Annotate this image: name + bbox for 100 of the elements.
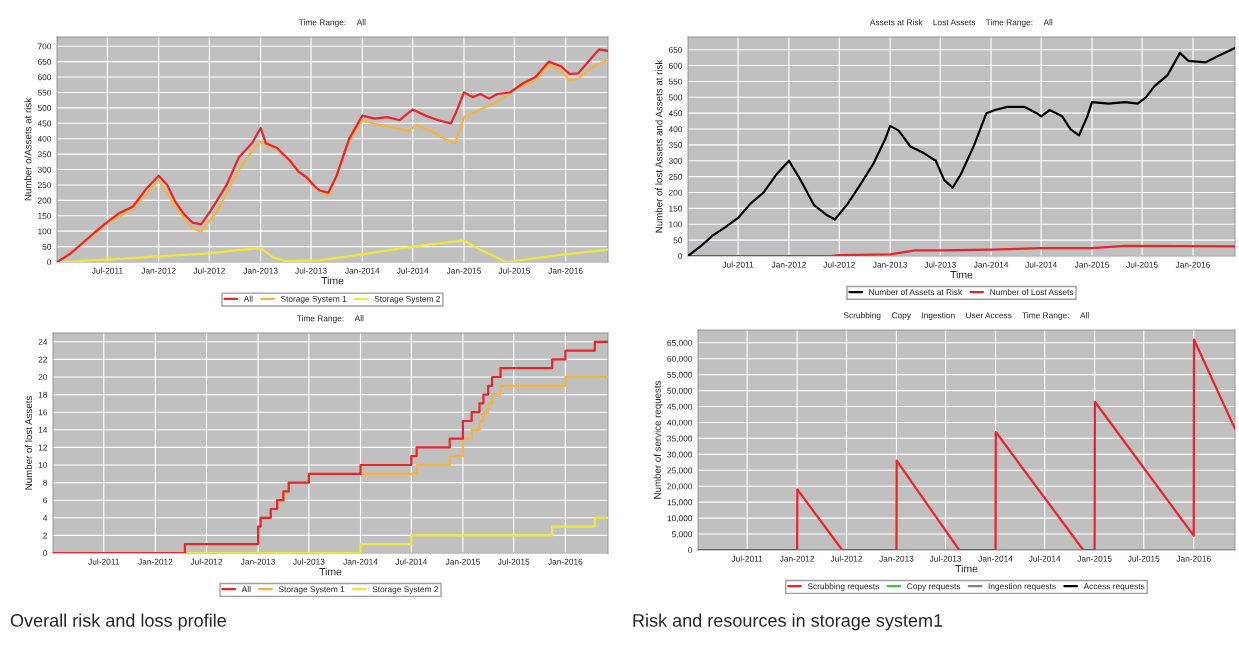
y-tick-label: 500 xyxy=(37,105,52,111)
legend-label: Storage System 1 xyxy=(280,295,347,304)
x-tick-label: Jan-2014 xyxy=(978,555,1013,562)
y-tick-label: 15,000 xyxy=(667,499,693,507)
y-tick-label: 200 xyxy=(668,189,683,196)
x-tick-label: Jan-2013 xyxy=(872,261,908,268)
y-tick-label: 30,000 xyxy=(667,451,693,459)
x-tick-label: Jul-2014 xyxy=(1028,555,1061,562)
y-tick-label: 600 xyxy=(37,74,52,81)
x-tick-label: Jul-2012 xyxy=(823,261,855,268)
x-tick-label: Jul-2012 xyxy=(190,558,223,565)
y-tick-label: 100 xyxy=(38,228,52,235)
y-axis-title: Number o/Assets at risk xyxy=(24,97,32,201)
y-tick-label: 22 xyxy=(38,356,48,363)
x-axis-title: Time xyxy=(955,564,978,573)
x-tick-label: Jul-2013 xyxy=(293,558,325,565)
text: Ingestion xyxy=(922,312,955,320)
x-tick-label: Jul-2011 xyxy=(731,555,763,562)
x-tick-label: Jan-2012 xyxy=(141,267,176,274)
text: Time Range: xyxy=(298,19,346,27)
y-tick-label: 100 xyxy=(669,221,683,228)
y-tick-label: 18 xyxy=(38,391,48,398)
x-tick-label: Jan-2015 xyxy=(1077,555,1112,562)
text: All xyxy=(354,315,364,322)
text: Lost Assets xyxy=(933,19,976,26)
y-tick-label: 300 xyxy=(37,166,52,173)
x-tick-label: Jul-2012 xyxy=(830,555,863,562)
legend-label: All xyxy=(243,295,253,302)
x-tick-label: Jan-2016 xyxy=(548,267,583,274)
y-tick-label: 12 xyxy=(38,444,48,451)
text: Time Range: xyxy=(1022,312,1069,320)
y-tick-label: 25,000 xyxy=(667,467,693,475)
y-tick-label: 600 xyxy=(668,62,683,69)
y-tick-label: 4 xyxy=(43,515,48,521)
text: Scrubbing xyxy=(843,312,881,320)
legend-label: Number of Lost Assets xyxy=(990,288,1074,296)
y-tick-label: 6 xyxy=(43,497,48,504)
y-tick-label: 0 xyxy=(688,547,693,554)
y-axis-title: Number of lost Assets xyxy=(24,396,33,490)
y-tick-label: 650 xyxy=(668,46,683,53)
y-tick-label: 8 xyxy=(43,479,48,486)
legend-label: Scrubbing requests xyxy=(807,583,879,591)
legend-label: Storage System 2 xyxy=(372,586,439,594)
y-tick-label: 2 xyxy=(43,532,48,539)
legend-label: Storage System 1 xyxy=(278,586,345,594)
x-tick-label: Jul-2013 xyxy=(924,261,956,268)
y-tick-label: 35,000 xyxy=(667,435,693,443)
x-tick-label: Jan-2012 xyxy=(771,261,806,268)
legend-label: Storage System 2 xyxy=(374,295,441,304)
x-axis-title: Time xyxy=(321,276,344,285)
y-tick-label: 200 xyxy=(37,197,52,204)
y-tick-label: 24 xyxy=(38,339,48,345)
x-tick-label: Jan-2012 xyxy=(138,558,173,565)
x-tick-label: Jan-2015 xyxy=(446,267,482,274)
text: Risk and resources in storage system1 xyxy=(633,613,943,631)
y-tick-label: 5,000 xyxy=(671,531,693,539)
y-tick-label: 500 xyxy=(668,94,683,101)
x-tick-label: Jul-2015 xyxy=(1126,261,1158,268)
x-tick-label: Jul-2013 xyxy=(929,555,962,562)
y-tick-label: 400 xyxy=(668,126,683,133)
y-tick-label: 10,000 xyxy=(667,515,693,523)
x-tick-label: Jan-2012 xyxy=(779,555,815,562)
text: All xyxy=(1079,312,1089,319)
x-tick-label: Jan-2013 xyxy=(243,267,278,274)
x-tick-label: Jan-2016 xyxy=(1175,261,1210,268)
y-tick-label: 250 xyxy=(668,173,683,180)
y-axis-title: Number of lost Assets and Assets at risk xyxy=(655,59,663,233)
y-tick-label: 50 xyxy=(673,237,683,244)
legend-label: Ingestion requests xyxy=(988,583,1056,591)
x-tick-label: Jan-2014 xyxy=(345,267,380,274)
x-tick-label: Jan-2014 xyxy=(343,558,378,565)
y-tick-label: 0 xyxy=(43,550,48,557)
y-tick-label: 20 xyxy=(38,374,48,381)
y-tick-label: 55,000 xyxy=(667,371,693,379)
y-tick-label: 45,000 xyxy=(667,403,693,411)
y-tick-label: 20,000 xyxy=(667,483,693,491)
y-tick-label: 300 xyxy=(668,157,683,164)
x-tick-label: Jul-2011 xyxy=(91,267,123,274)
x-tick-label: Jan-2013 xyxy=(879,555,914,562)
text: Assets at Risk xyxy=(869,19,923,26)
y-tick-label: 450 xyxy=(37,120,52,127)
x-tick-label: Jul-2015 xyxy=(498,267,531,274)
x-tick-label: Jan-2014 xyxy=(973,261,1009,268)
x-tick-label: Jul-2014 xyxy=(395,558,428,565)
y-tick-label: 14 xyxy=(38,427,48,433)
x-tick-label: Jul-2012 xyxy=(193,267,225,274)
y-tick-label: 60,000 xyxy=(667,355,693,363)
y-axis-title: Number of service requests xyxy=(653,380,663,499)
legend-label: All xyxy=(241,586,251,593)
x-axis-title: Time xyxy=(319,567,342,576)
x-tick-label: Jan-2016 xyxy=(548,558,583,565)
y-tick-label: 550 xyxy=(668,78,683,85)
y-tick-label: 0 xyxy=(47,259,52,266)
x-tick-label: Jan-2013 xyxy=(240,558,276,565)
x-tick-label: Jul-2014 xyxy=(396,267,429,274)
x-tick-label: Jul-2015 xyxy=(1127,555,1160,562)
y-tick-label: 50,000 xyxy=(667,387,693,395)
x-axis-title: Time xyxy=(950,270,973,279)
text: Time Range: xyxy=(985,19,1033,27)
text: Copy xyxy=(891,312,911,320)
